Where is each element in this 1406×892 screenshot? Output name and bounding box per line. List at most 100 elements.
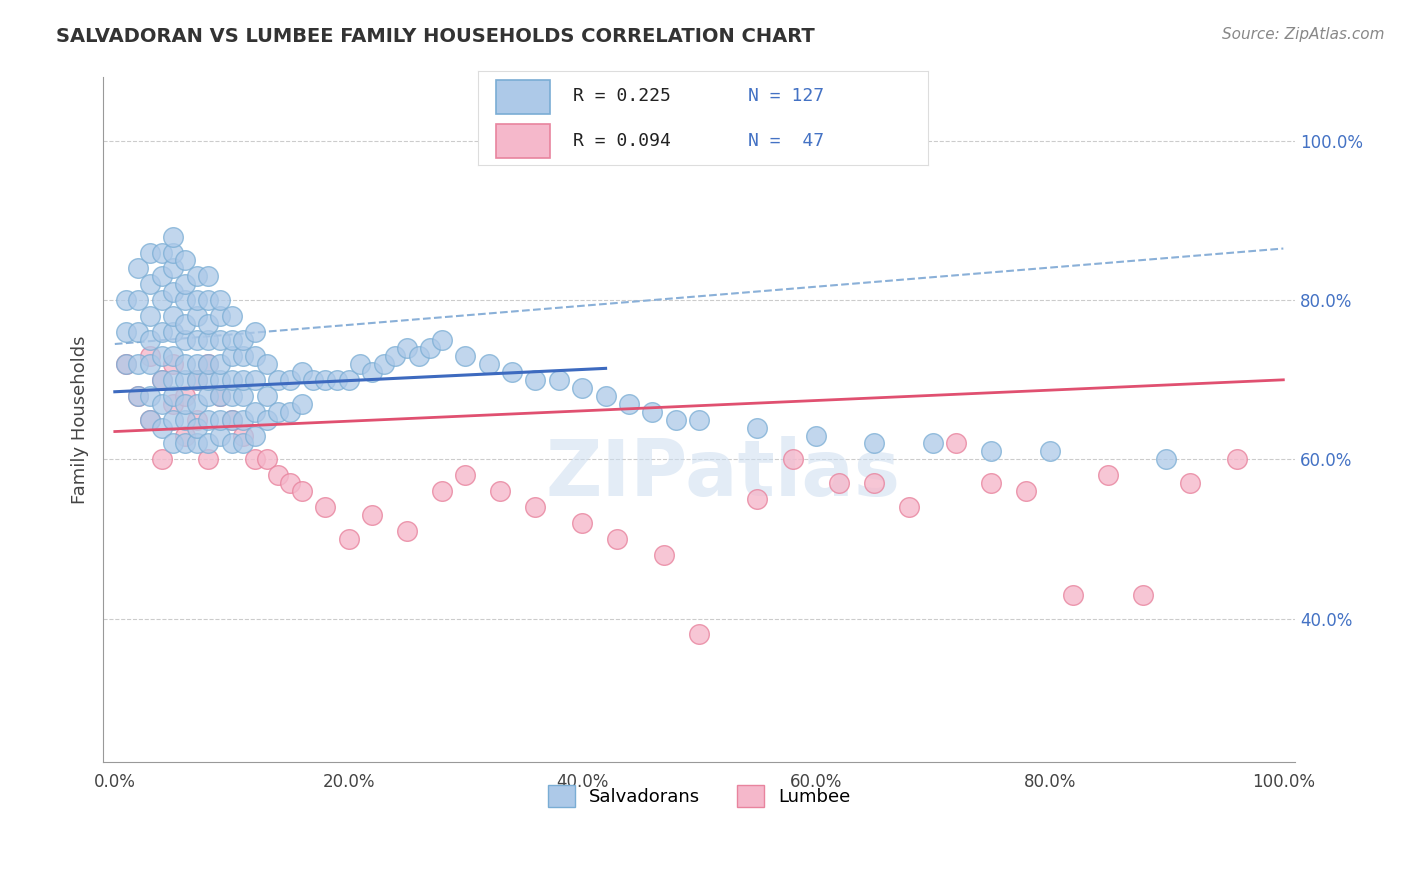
Point xyxy=(267,468,290,483)
Point xyxy=(384,349,406,363)
Point xyxy=(139,309,162,323)
Point xyxy=(1226,452,1249,467)
Point xyxy=(186,357,208,371)
Point xyxy=(174,357,197,371)
Point xyxy=(162,357,184,371)
Point xyxy=(208,293,231,308)
Point xyxy=(174,412,197,426)
Point xyxy=(150,269,173,284)
Point xyxy=(454,468,477,483)
Point xyxy=(197,412,219,426)
Point xyxy=(921,436,943,450)
Point xyxy=(127,261,149,276)
Point xyxy=(197,373,219,387)
Point xyxy=(150,452,173,467)
Point xyxy=(139,333,162,347)
Point xyxy=(524,373,547,387)
Point xyxy=(186,309,208,323)
Point xyxy=(361,508,384,522)
Point xyxy=(150,293,173,308)
Point xyxy=(278,476,301,491)
Point xyxy=(186,373,208,387)
Point xyxy=(162,412,184,426)
Bar xyxy=(496,79,550,113)
Point xyxy=(186,412,208,426)
Point xyxy=(232,436,254,450)
Point xyxy=(1015,484,1038,499)
Point xyxy=(665,412,688,426)
Point xyxy=(150,373,173,387)
Point xyxy=(186,420,208,434)
Point xyxy=(115,325,138,339)
Point xyxy=(243,428,266,442)
Point xyxy=(174,373,197,387)
Point xyxy=(326,373,349,387)
Point xyxy=(186,397,208,411)
Point xyxy=(150,397,173,411)
Point xyxy=(804,428,827,442)
Point xyxy=(139,349,162,363)
Point xyxy=(232,373,254,387)
Text: R = 0.094: R = 0.094 xyxy=(572,132,671,150)
Point xyxy=(150,245,173,260)
Point xyxy=(208,357,231,371)
Point xyxy=(221,412,243,426)
Point xyxy=(150,373,173,387)
Point xyxy=(186,373,208,387)
Point xyxy=(139,277,162,292)
Text: ZIPatlas: ZIPatlas xyxy=(546,436,900,512)
Point xyxy=(641,404,664,418)
Point xyxy=(232,428,254,442)
Point xyxy=(174,293,197,308)
Point xyxy=(571,516,593,530)
Point xyxy=(256,357,278,371)
Point xyxy=(162,436,184,450)
Point xyxy=(162,325,184,339)
Point xyxy=(197,293,219,308)
Point xyxy=(208,428,231,442)
Point xyxy=(980,444,1002,458)
Point xyxy=(150,349,173,363)
Point xyxy=(174,317,197,331)
Point xyxy=(430,333,453,347)
Point xyxy=(162,229,184,244)
Point xyxy=(162,389,184,403)
Point xyxy=(314,500,336,515)
Point xyxy=(652,548,675,562)
Point xyxy=(478,357,501,371)
Point xyxy=(408,349,430,363)
Point xyxy=(139,389,162,403)
Point xyxy=(395,341,418,355)
Point xyxy=(243,373,266,387)
Point xyxy=(139,412,162,426)
Point xyxy=(127,293,149,308)
Text: R = 0.225: R = 0.225 xyxy=(572,87,671,104)
Point xyxy=(162,397,184,411)
Point xyxy=(162,373,184,387)
Point xyxy=(243,452,266,467)
Point xyxy=(278,404,301,418)
Point xyxy=(174,277,197,292)
Point xyxy=(256,389,278,403)
Point xyxy=(747,492,769,507)
Point xyxy=(150,420,173,434)
Point xyxy=(454,349,477,363)
Point xyxy=(945,436,967,450)
Point xyxy=(208,333,231,347)
Point xyxy=(139,357,162,371)
Point xyxy=(1156,452,1178,467)
Point xyxy=(863,476,886,491)
Point xyxy=(256,412,278,426)
Point xyxy=(980,476,1002,491)
Point xyxy=(232,349,254,363)
Point xyxy=(197,317,219,331)
Point xyxy=(208,373,231,387)
Point xyxy=(302,373,325,387)
Point xyxy=(267,404,290,418)
Point xyxy=(243,325,266,339)
Point xyxy=(267,373,290,387)
Point xyxy=(186,293,208,308)
Point xyxy=(571,381,593,395)
Point xyxy=(747,420,769,434)
Point xyxy=(127,389,149,403)
